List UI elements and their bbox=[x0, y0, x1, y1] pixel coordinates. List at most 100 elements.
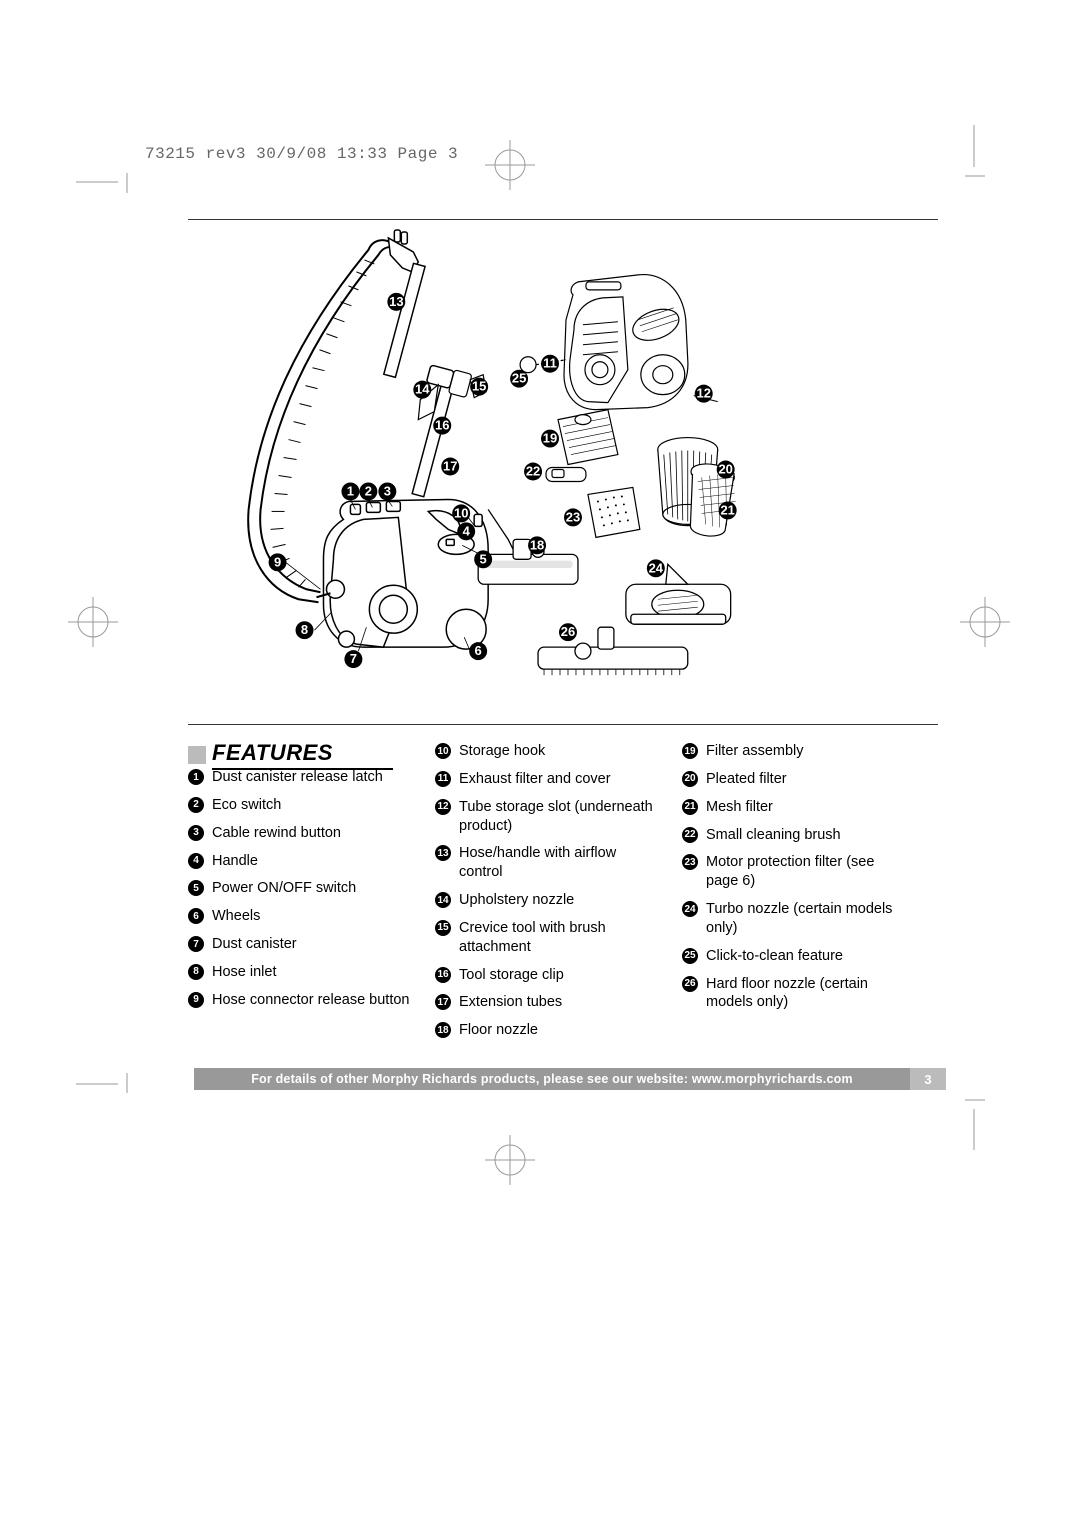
svg-text:15: 15 bbox=[472, 379, 486, 394]
feature-item: 24Turbo nozzle (certain models only) bbox=[682, 900, 922, 938]
feature-label: Power ON/OFF switch bbox=[212, 879, 412, 898]
diagram-callout: 13 bbox=[387, 293, 405, 311]
footer-page-number: 3 bbox=[910, 1068, 946, 1090]
feature-label: Cable rewind button bbox=[212, 824, 412, 843]
feature-item: 6 Wheels bbox=[188, 907, 423, 926]
feature-label: Hard floor nozzle (certain models only) bbox=[706, 975, 906, 1013]
svg-text:16: 16 bbox=[435, 418, 449, 433]
feature-item: 23Motor protection filter (see page 6) bbox=[682, 853, 922, 891]
feature-item: 13Hose/handle with airflow control bbox=[435, 844, 670, 882]
svg-text:8: 8 bbox=[301, 622, 308, 637]
feature-label: Floor nozzle bbox=[459, 1021, 659, 1040]
footer-text: For details of other Morphy Richards pro… bbox=[194, 1068, 910, 1090]
svg-text:21: 21 bbox=[720, 502, 734, 517]
diagram-svg: 1311251415121619172220123102321418952482… bbox=[188, 220, 938, 724]
footer: For details of other Morphy Richards pro… bbox=[194, 1068, 946, 1090]
feature-item: 21Mesh filter bbox=[682, 798, 922, 817]
svg-text:3: 3 bbox=[384, 483, 391, 498]
feature-label: Extension tubes bbox=[459, 993, 659, 1012]
title-accent-bar bbox=[188, 746, 206, 764]
feature-label: Tool storage clip bbox=[459, 966, 659, 985]
diagram-callout: 2 bbox=[359, 482, 377, 500]
feature-number-badge: 10 bbox=[435, 743, 451, 759]
svg-text:23: 23 bbox=[566, 509, 580, 524]
feature-number-badge: 15 bbox=[435, 920, 451, 936]
feature-number-badge: 13 bbox=[435, 845, 451, 861]
diagram-callout: 19 bbox=[541, 430, 559, 448]
feature-number-badge: 7 bbox=[188, 936, 204, 952]
feature-number-badge: 6 bbox=[188, 908, 204, 924]
feature-item: 1 Dust canister release latch bbox=[188, 768, 423, 787]
feature-number-badge: 14 bbox=[435, 892, 451, 908]
svg-text:5: 5 bbox=[480, 551, 487, 566]
svg-text:11: 11 bbox=[543, 356, 557, 371]
feature-label: Handle bbox=[212, 852, 412, 871]
diagram-callout: 7 bbox=[344, 650, 362, 668]
feature-label: Click-to-clean feature bbox=[706, 947, 906, 966]
feature-number-badge: 18 bbox=[435, 1022, 451, 1038]
feature-item: 14 Upholstery nozzle bbox=[435, 891, 670, 910]
svg-text:18: 18 bbox=[530, 537, 544, 552]
feature-label: Crevice tool with brush attachment bbox=[459, 919, 659, 957]
feature-label: Upholstery nozzle bbox=[459, 891, 659, 910]
feature-label: Filter assembly bbox=[706, 742, 906, 761]
feature-label: Storage hook bbox=[459, 742, 659, 761]
svg-text:19: 19 bbox=[543, 431, 557, 446]
feature-item: 10 Storage hook bbox=[435, 742, 670, 761]
feature-item: 12Tube storage slot (underneath product) bbox=[435, 798, 670, 836]
feature-number-badge: 12 bbox=[435, 799, 451, 815]
feature-label: Dust canister bbox=[212, 935, 412, 954]
svg-text:13: 13 bbox=[389, 294, 403, 309]
feature-number-badge: 25 bbox=[682, 948, 698, 964]
feature-number-badge: 1 bbox=[188, 769, 204, 785]
feature-label: Hose connector release button bbox=[212, 991, 412, 1010]
features-col-3: 19Filter assembly20Pleated filter21Mesh … bbox=[682, 742, 922, 1040]
diagram-callout: 22 bbox=[524, 463, 542, 481]
features-columns: 1 Dust canister release latch 2 Eco switch 3… bbox=[188, 768, 958, 1040]
feature-number-badge: 21 bbox=[682, 799, 698, 815]
features-col-1: 1 Dust canister release latch 2 Eco switch 3… bbox=[188, 768, 423, 1040]
feature-number-badge: 22 bbox=[682, 827, 698, 843]
diagram-callout: 11 bbox=[541, 355, 559, 373]
feature-item: 3 Cable rewind button bbox=[188, 824, 423, 843]
feature-number-badge: 5 bbox=[188, 880, 204, 896]
feature-label: Wheels bbox=[212, 907, 412, 926]
feature-label: Exhaust filter and cover bbox=[459, 770, 659, 789]
feature-number-badge: 3 bbox=[188, 825, 204, 841]
features-col-2: 10 Storage hook 11Exhaust filter and cover… bbox=[435, 742, 670, 1040]
svg-text:24: 24 bbox=[649, 560, 664, 575]
feature-number-badge: 24 bbox=[682, 901, 698, 917]
diagram-callout: 1 bbox=[341, 482, 359, 500]
svg-text:9: 9 bbox=[274, 554, 281, 569]
features-heading-row: FEATURES bbox=[188, 740, 393, 770]
feature-label: Hose inlet bbox=[212, 963, 412, 982]
diagram-callout: 12 bbox=[695, 385, 713, 403]
diagram-callout: 21 bbox=[719, 501, 737, 519]
feature-number-badge: 16 bbox=[435, 967, 451, 983]
svg-text:4: 4 bbox=[463, 523, 471, 538]
diagram-callout: 6 bbox=[469, 642, 487, 660]
svg-text:22: 22 bbox=[526, 463, 540, 478]
svg-text:7: 7 bbox=[350, 651, 357, 666]
feature-label: Eco switch bbox=[212, 796, 412, 815]
feature-item: 5 Power ON/OFF switch bbox=[188, 879, 423, 898]
feature-number-badge: 20 bbox=[682, 771, 698, 787]
feature-label: Dust canister release latch bbox=[212, 768, 412, 787]
diagram-callout: 15 bbox=[470, 378, 488, 396]
diagram-callout: 17 bbox=[441, 458, 459, 476]
feature-number-badge: 17 bbox=[435, 994, 451, 1010]
feature-number-badge: 26 bbox=[682, 976, 698, 992]
svg-text:10: 10 bbox=[454, 505, 468, 520]
svg-text:26: 26 bbox=[561, 624, 575, 639]
svg-text:17: 17 bbox=[443, 459, 457, 474]
diagram-callout: 26 bbox=[559, 623, 577, 641]
feature-label: Motor protection filter (see page 6) bbox=[706, 853, 906, 891]
feature-label: Small cleaning brush bbox=[706, 826, 906, 845]
diagram-callout: 4 bbox=[457, 522, 475, 540]
diagram-callout: 14 bbox=[413, 381, 431, 399]
diagram-callout: 3 bbox=[378, 482, 396, 500]
feature-item: 11Exhaust filter and cover bbox=[435, 770, 670, 789]
diagram-callout: 5 bbox=[474, 550, 492, 568]
feature-number-badge: 2 bbox=[188, 797, 204, 813]
diagram-callout: 24 bbox=[647, 559, 665, 577]
